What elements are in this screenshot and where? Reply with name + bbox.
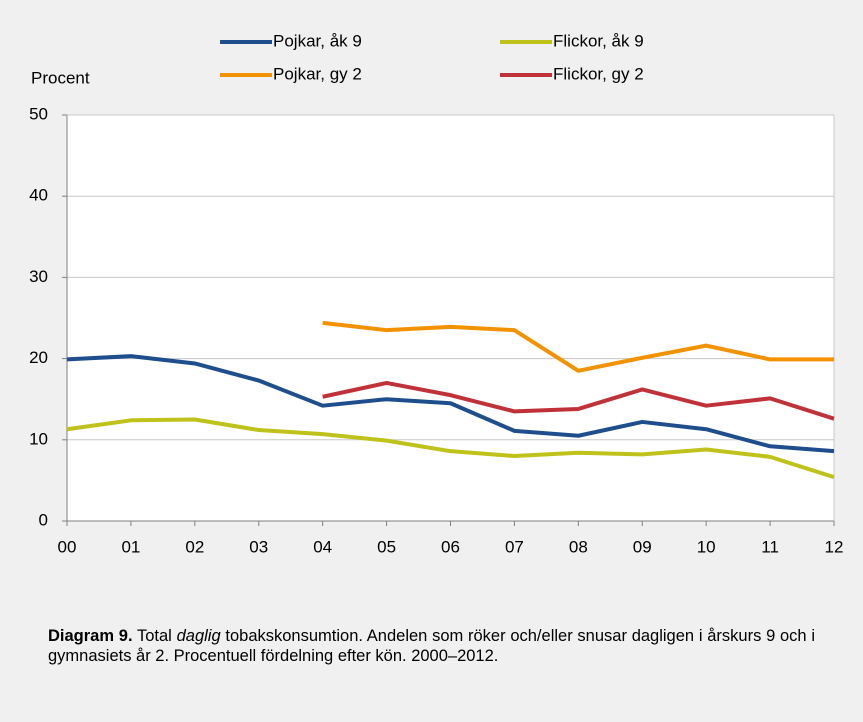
caption-label: Diagram 9. xyxy=(48,627,133,645)
series-line xyxy=(66,354,835,454)
y-axis-label: Procent xyxy=(31,68,90,87)
series-line xyxy=(66,417,835,480)
x-tick-label: 05 xyxy=(377,537,396,556)
caption-text: tobakskonsumtion. Andelen som röker och/… xyxy=(48,627,815,665)
y-tick-label: 10 xyxy=(29,429,48,448)
x-tick-label: 06 xyxy=(441,537,460,556)
x-tick-label: 12 xyxy=(825,537,844,556)
x-tick-label: 08 xyxy=(569,537,588,556)
y-tick-label: 0 xyxy=(39,510,48,529)
series-line xyxy=(322,380,835,421)
chart: Procent 0 10 20 30 40 50 00 01 02 03 04 05 06 07 08 09 1… xyxy=(29,31,844,556)
x-tick-label: 11 xyxy=(761,537,779,556)
plot-area xyxy=(67,115,834,521)
x-tick-label: 07 xyxy=(505,537,524,556)
caption-emphasis: daglig xyxy=(176,627,221,645)
legend-label: Pojkar, åk 9 xyxy=(273,31,362,50)
x-tick-label: 00 xyxy=(58,537,77,556)
legend-label: Pojkar, gy 2 xyxy=(273,64,362,83)
series-line xyxy=(322,320,834,373)
x-tick-label: 09 xyxy=(633,537,652,556)
caption: Diagram 9. Total daglig tobakskonsumtion… xyxy=(48,626,815,666)
x-tick-label: 03 xyxy=(249,537,268,556)
y-tick-label: 50 xyxy=(29,104,48,123)
x-tick-label: 02 xyxy=(185,537,204,556)
y-tick-label: 20 xyxy=(29,348,48,367)
y-tick-label: 30 xyxy=(29,267,48,286)
legend-label: Flickor, gy 2 xyxy=(553,64,644,83)
caption-text: Total xyxy=(136,627,172,645)
x-tick-label: 04 xyxy=(313,537,332,556)
x-tick-label: 10 xyxy=(697,537,716,556)
y-tick-label: 40 xyxy=(29,186,48,205)
legend-label: Flickor, åk 9 xyxy=(553,31,644,50)
x-tick-label: 01 xyxy=(121,537,140,556)
